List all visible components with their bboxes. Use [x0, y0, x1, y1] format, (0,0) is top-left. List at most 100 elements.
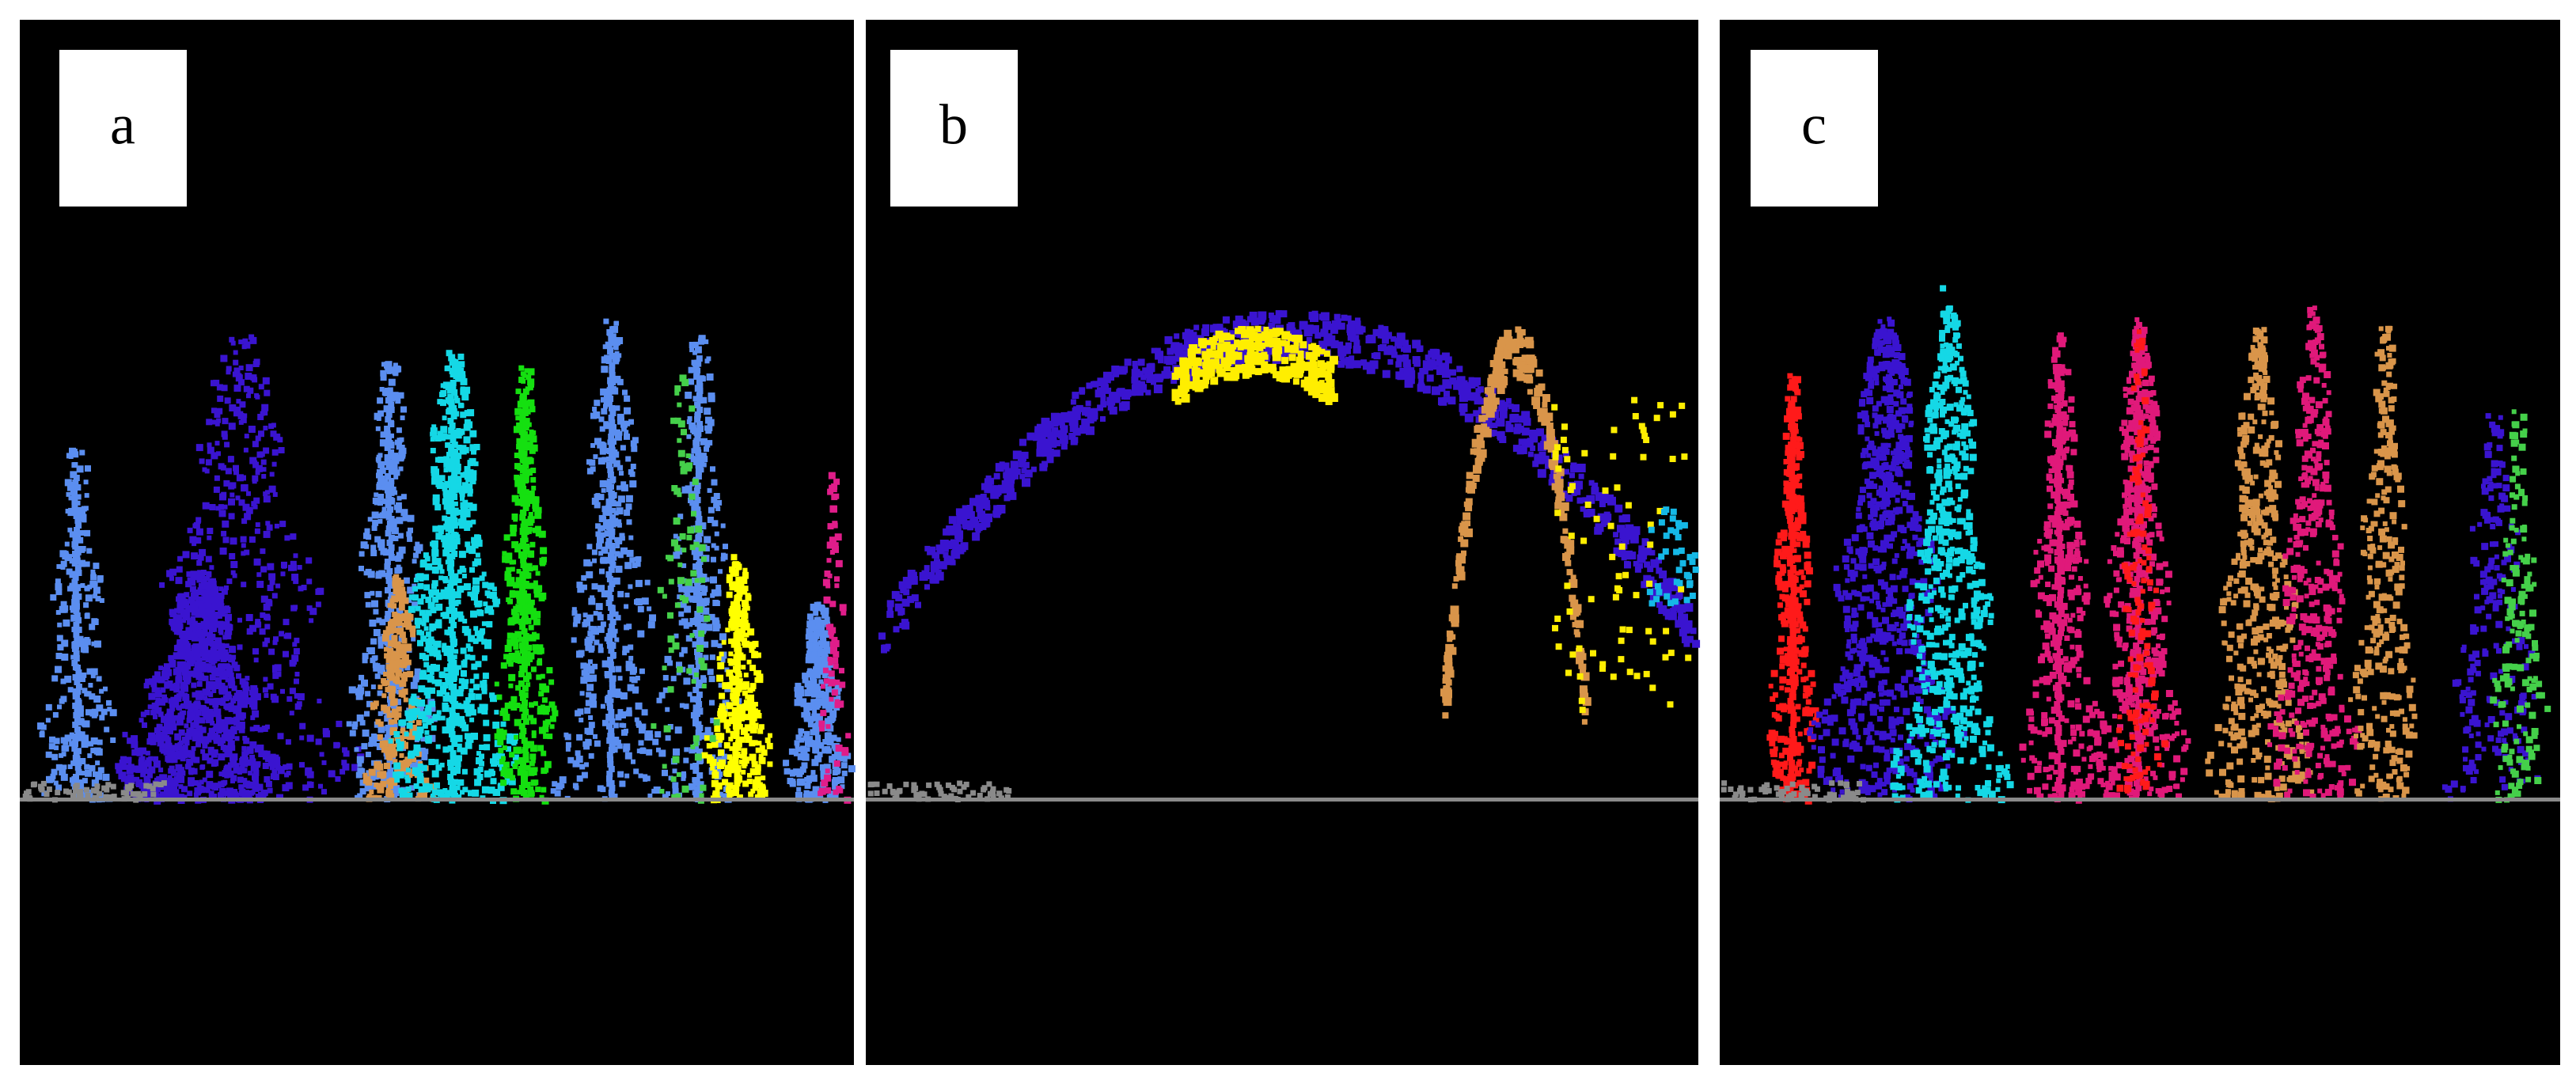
point	[601, 590, 609, 597]
point	[241, 475, 246, 481]
point	[238, 339, 244, 345]
point	[256, 572, 262, 578]
point	[460, 747, 468, 755]
point	[584, 663, 591, 670]
point	[735, 718, 742, 725]
point	[181, 645, 188, 652]
point	[733, 728, 740, 734]
point	[369, 620, 377, 627]
point	[386, 440, 393, 446]
point	[291, 654, 299, 662]
point	[643, 774, 648, 779]
point	[742, 690, 748, 696]
point	[701, 586, 708, 593]
point	[609, 685, 616, 692]
point	[449, 369, 454, 374]
point	[211, 407, 217, 414]
point	[271, 768, 278, 775]
point	[758, 756, 766, 764]
point	[442, 381, 450, 389]
point	[359, 551, 365, 557]
point	[376, 416, 381, 421]
point	[335, 742, 340, 748]
point	[208, 750, 214, 756]
point	[520, 538, 527, 544]
point	[407, 733, 415, 741]
point	[516, 444, 522, 449]
point	[409, 625, 416, 632]
point	[520, 704, 527, 711]
point	[719, 715, 727, 723]
point	[237, 412, 245, 419]
point	[447, 779, 454, 785]
point	[473, 601, 479, 605]
point	[445, 692, 450, 697]
point	[409, 785, 415, 791]
point	[522, 709, 529, 715]
point	[385, 611, 392, 617]
point	[242, 413, 248, 419]
point	[398, 604, 405, 611]
point	[224, 717, 232, 725]
point	[97, 739, 103, 745]
point	[695, 682, 702, 688]
point	[522, 756, 529, 763]
point	[606, 486, 613, 492]
point	[608, 747, 615, 753]
point	[583, 743, 590, 750]
point	[734, 661, 742, 668]
point	[79, 758, 86, 764]
point	[84, 529, 91, 536]
point	[565, 746, 571, 752]
point	[84, 764, 90, 770]
point	[608, 647, 615, 654]
point	[522, 742, 529, 749]
point	[608, 552, 614, 559]
point	[391, 527, 399, 535]
point	[405, 786, 412, 792]
point	[613, 343, 619, 350]
point	[147, 772, 153, 779]
point	[385, 464, 393, 470]
point	[521, 533, 528, 540]
point	[367, 517, 373, 522]
point	[255, 621, 262, 628]
point	[73, 774, 79, 780]
point	[576, 733, 583, 741]
point	[616, 413, 624, 421]
point	[218, 771, 224, 777]
point	[200, 637, 206, 642]
point	[542, 726, 549, 733]
point	[616, 485, 621, 491]
point	[389, 520, 397, 528]
point	[750, 788, 756, 794]
point	[625, 661, 633, 669]
point	[609, 419, 616, 426]
point	[467, 591, 472, 597]
point	[166, 570, 174, 578]
point	[824, 692, 829, 696]
point	[616, 507, 624, 515]
point	[450, 674, 457, 680]
point	[401, 741, 408, 749]
point	[93, 593, 98, 599]
point	[74, 726, 81, 733]
point	[692, 396, 699, 402]
point	[518, 453, 525, 459]
point	[587, 631, 594, 637]
point	[183, 692, 188, 698]
point	[211, 616, 218, 623]
point	[90, 668, 98, 676]
point	[450, 783, 456, 790]
point	[213, 681, 221, 689]
point	[234, 705, 242, 713]
point	[221, 385, 228, 392]
point	[500, 662, 507, 669]
point	[695, 511, 702, 517]
point	[465, 697, 471, 703]
point	[75, 522, 82, 529]
point	[165, 737, 172, 744]
point	[187, 627, 193, 634]
point	[696, 378, 703, 385]
point	[734, 609, 741, 616]
